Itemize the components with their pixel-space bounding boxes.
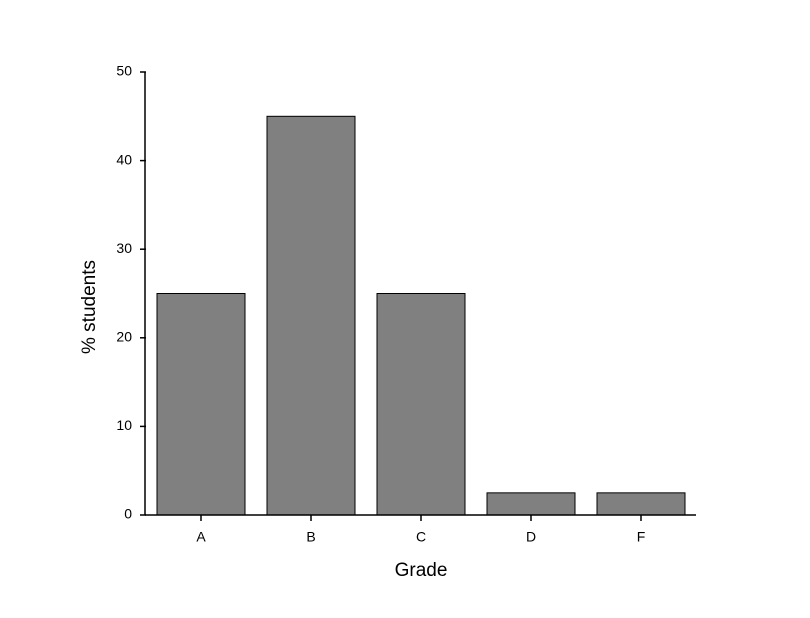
bar <box>486 492 576 516</box>
y-tick-label: 20 <box>116 329 132 345</box>
bar <box>596 492 686 516</box>
x-tick-label: A <box>196 529 206 545</box>
x-tick-label: C <box>416 529 426 545</box>
bar <box>266 115 356 516</box>
bar <box>156 293 246 516</box>
y-tick-label: 50 <box>116 63 132 79</box>
x-tick-label: F <box>637 529 646 545</box>
bar <box>376 293 466 516</box>
x-axis-title: Grade <box>395 560 448 581</box>
y-tick-label: 30 <box>116 240 132 256</box>
y-axis-title: % students <box>79 260 100 354</box>
x-tick-label: B <box>306 529 315 545</box>
y-tick-label: 10 <box>116 417 132 433</box>
x-tick-label: D <box>526 529 536 545</box>
y-tick-label: 40 <box>116 151 132 167</box>
y-tick-label: 0 <box>124 506 132 522</box>
